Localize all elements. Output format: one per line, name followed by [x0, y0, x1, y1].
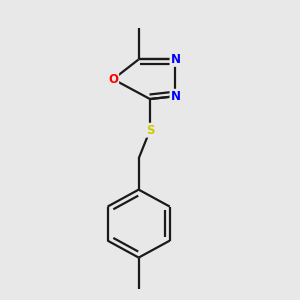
Text: S: S	[146, 124, 154, 137]
Text: N: N	[170, 90, 181, 103]
Text: N: N	[170, 53, 181, 66]
Text: O: O	[108, 73, 118, 86]
